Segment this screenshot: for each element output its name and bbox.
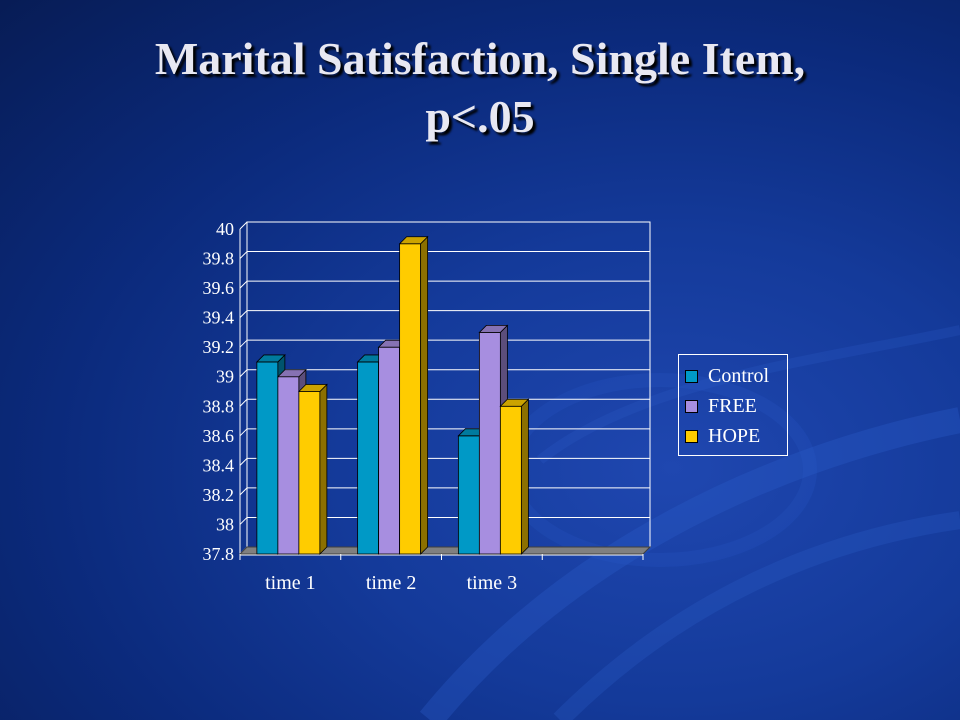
gridline-side bbox=[239, 369, 248, 378]
y-tick-label: 39.8 bbox=[203, 249, 235, 269]
legend-label-free: FREE bbox=[708, 394, 757, 417]
gridline-side bbox=[239, 458, 248, 466]
legend-item-free: FREE bbox=[685, 391, 787, 421]
legend-swatch-free bbox=[685, 399, 698, 413]
y-tick-label: 39.6 bbox=[203, 278, 235, 298]
x-tick-label: time 3 bbox=[467, 572, 518, 594]
bar-free-time-2 bbox=[378, 346, 401, 555]
y-tick-label: 38.6 bbox=[203, 426, 235, 446]
bars bbox=[255, 235, 530, 555]
x-tick-label: time 1 bbox=[265, 572, 316, 594]
gridline-side bbox=[239, 428, 248, 437]
chart-legend: Control FREE HOPE bbox=[678, 354, 788, 456]
slide-title-line1: Marital Satisfaction, Single Item, bbox=[154, 33, 806, 84]
slide-title: Marital Satisfaction, Single Item, p<.05 bbox=[60, 30, 900, 146]
bar-hope-time-3 bbox=[499, 405, 522, 555]
legend-item-hope: HOPE bbox=[685, 421, 787, 451]
slide-title-line2: p<.05 bbox=[425, 91, 535, 142]
bar-free-time-1 bbox=[277, 376, 300, 555]
gridline-side bbox=[239, 221, 248, 230]
legend-label-hope: HOPE bbox=[708, 424, 761, 447]
bar-side bbox=[420, 235, 429, 555]
bar-free-time-3 bbox=[478, 332, 501, 555]
y-tick-label: 39 bbox=[216, 367, 234, 387]
bar-control-time-2 bbox=[357, 361, 380, 555]
y-tick-label: 38.8 bbox=[203, 396, 235, 416]
bar-control-time-3 bbox=[457, 435, 480, 555]
legend-swatch-control bbox=[685, 369, 698, 383]
x-axis-ticks: time 1 time 2 time 3 bbox=[239, 554, 644, 594]
legend-swatch-hope bbox=[685, 429, 698, 443]
x-tick-label: time 2 bbox=[366, 572, 417, 594]
gridline-side bbox=[239, 251, 248, 259]
bar-top bbox=[276, 369, 307, 378]
y-tick-label: 38.2 bbox=[203, 485, 235, 505]
bar-hope-time-2 bbox=[399, 243, 422, 555]
legend-label-control: Control bbox=[708, 364, 770, 387]
bar-control-time-1 bbox=[256, 361, 279, 555]
y-tick-label: 40 bbox=[216, 219, 234, 239]
gridline-side bbox=[239, 517, 248, 525]
y-tick-label: 38.4 bbox=[203, 455, 235, 475]
y-tick-label: 39.4 bbox=[203, 308, 235, 328]
bar-side bbox=[520, 398, 529, 555]
y-tick-label: 38 bbox=[216, 514, 234, 534]
bar-top bbox=[297, 384, 328, 392]
y-axis-ticks: 37.8 38 38.2 38.4 38.6 38.8 39 39.2 39.4 39.6 39.8… bbox=[203, 219, 235, 564]
bar-top bbox=[255, 354, 286, 363]
y-tick-label: 39.2 bbox=[203, 337, 235, 357]
legend-item-control: Control bbox=[685, 361, 787, 391]
bar-top bbox=[478, 325, 509, 333]
bar-top bbox=[398, 236, 429, 245]
gridline-side bbox=[239, 487, 248, 496]
bar-hope-time-1 bbox=[298, 391, 321, 555]
gridline-side bbox=[239, 280, 248, 289]
gridline-side bbox=[239, 339, 248, 348]
bar-top bbox=[499, 398, 530, 407]
gridline-side bbox=[239, 398, 248, 407]
bar-side bbox=[319, 383, 328, 555]
gridline-side bbox=[239, 310, 248, 318]
y-tick-label: 37.8 bbox=[203, 544, 235, 564]
